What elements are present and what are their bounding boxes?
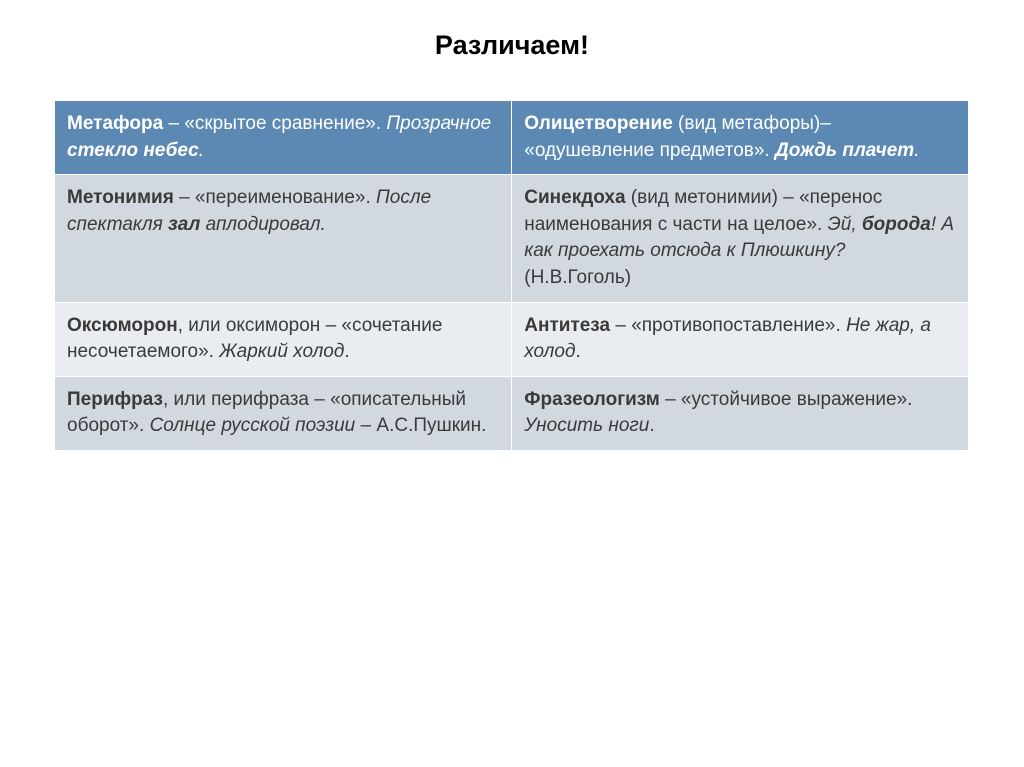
cell-right: Антитеза – «противопоставление». Не жар,… <box>512 302 969 376</box>
term: Перифраз <box>67 389 163 410</box>
example-suffix: . <box>344 341 349 362</box>
example-emphasis: Жаркий холод <box>219 341 344 362</box>
example-suffix: (Н.В.Гоголь) <box>524 267 631 288</box>
example-suffix: . <box>575 341 580 362</box>
term: Метонимия <box>67 187 174 208</box>
example-prefix: Прозрачное <box>386 113 491 134</box>
example-suffix: . <box>649 415 654 436</box>
example-emphasis: зал <box>168 214 200 235</box>
term: Метафора <box>67 113 163 134</box>
example-suffix: – А.С.Пушкин. <box>355 415 486 436</box>
example-emphasis: Дождь плачет <box>775 140 914 161</box>
term: Оксюморон <box>67 315 178 336</box>
table-row: Метонимия – «переименование». После спек… <box>55 175 969 302</box>
table-header-row: Метафора – «скрытое сравнение». Прозрачн… <box>55 101 969 175</box>
example-emphasis: Уносить ноги <box>524 415 649 436</box>
definition-text: – «устойчивое выражение». <box>660 389 913 410</box>
example-suffix: . <box>914 140 919 161</box>
example-emphasis: Солнце русской поэзии <box>150 415 356 436</box>
term: Синекдоха <box>524 187 625 208</box>
table-row: Перифраз, или перифраза – «описательный … <box>55 376 969 450</box>
example-emphasis: борода <box>862 214 931 235</box>
example-suffix: . <box>199 140 204 161</box>
cell-right: Синекдоха (вид метонимии) – «перенос наи… <box>512 175 969 302</box>
term: Олицетворение <box>524 113 673 134</box>
example-emphasis: стекло небес <box>67 140 199 161</box>
header-cell-right: Олицетворение (вид метафоры)– «одушевлен… <box>512 101 969 175</box>
term: Антитеза <box>524 315 610 336</box>
cell-left: Оксюморон, или оксиморон – «сочетание не… <box>55 302 512 376</box>
example-suffix: аплодировал. <box>200 214 325 235</box>
table-row: Оксюморон, или оксиморон – «сочетание не… <box>55 302 969 376</box>
definition-text: – «переименование». <box>174 187 376 208</box>
header-cell-left: Метафора – «скрытое сравнение». Прозрачн… <box>55 101 512 175</box>
cell-right: Фразеологизм – «устойчивое выражение». У… <box>512 376 969 450</box>
term: Фразеологизм <box>524 389 660 410</box>
comparison-table: Метафора – «скрытое сравнение». Прозрачн… <box>55 101 969 451</box>
example-prefix: Эй, <box>828 214 862 235</box>
cell-left: Перифраз, или перифраза – «описательный … <box>55 376 512 450</box>
cell-left: Метонимия – «переименование». После спек… <box>55 175 512 302</box>
definition-text: – «скрытое сравнение». <box>163 113 386 134</box>
page-title: Различаем! <box>55 30 969 61</box>
definition-text: – «противопоставление». <box>610 315 846 336</box>
